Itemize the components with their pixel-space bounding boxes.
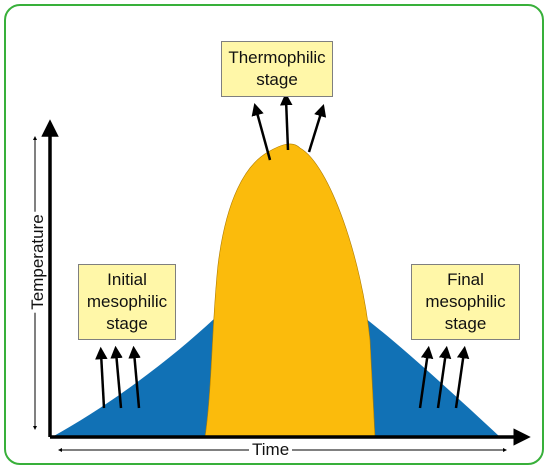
- thermophilic-peak: [204, 143, 376, 438]
- heat-arrow-initial-2: [110, 345, 123, 409]
- final-stage-line-1: Final: [447, 270, 484, 289]
- x-axis-label: Time: [249, 440, 293, 460]
- thermophilic-stage-label: Thermophilic stage: [221, 41, 333, 97]
- heat-arrow-initial-1: [95, 346, 108, 409]
- final-stage-line-2: mesophilic: [425, 292, 506, 311]
- heat-arrow-final-1: [418, 345, 434, 409]
- y-axis-label: Temperature: [28, 211, 48, 313]
- heat-arrow-right-top: [307, 104, 327, 153]
- heat-arrow-center-top: [279, 92, 293, 151]
- heat-arrow-left-top: [251, 102, 272, 161]
- thermophilic-stage-line-2: stage: [256, 70, 298, 89]
- diagram-frame: [4, 4, 544, 465]
- heat-arrow-final-2: [436, 345, 452, 409]
- heat-arrow-final-3: [454, 345, 470, 409]
- initial-stage-line-2: mesophilic: [86, 292, 168, 311]
- heat-arrow-initial-3: [128, 345, 141, 409]
- initial-mesophilic-stage-label: Initial mesophilic stage: [78, 264, 176, 340]
- final-mesophilic-stage-label: Final mesophilic stage: [411, 264, 520, 340]
- initial-stage-line-1: Initial: [107, 270, 147, 289]
- thermophilic-stage-line-1: Thermophilic: [228, 48, 326, 67]
- initial-stage-line-3: stage: [106, 314, 148, 333]
- final-stage-line-3: stage: [444, 314, 487, 333]
